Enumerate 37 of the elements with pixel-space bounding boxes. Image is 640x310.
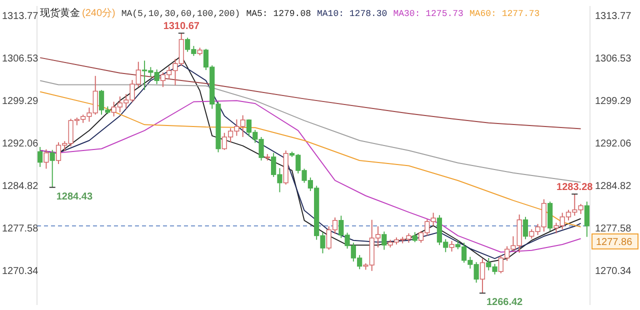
- annotation: 1310.67: [163, 21, 200, 32]
- annotation: 1284.43: [56, 191, 93, 202]
- y-tick-label: 1284.82: [2, 181, 39, 192]
- candlestick: [522, 216, 528, 240]
- candlestick: [584, 201, 590, 238]
- y-tick-label: 1270.34: [2, 266, 39, 278]
- y2-tick-label: 1277.58: [595, 224, 632, 235]
- candlestick: [382, 231, 387, 250]
- ref-line-label: 1277.86: [596, 236, 633, 248]
- line-series: [40, 57, 582, 130]
- y-tick-label: 1277.58: [2, 224, 39, 235]
- line-series: [40, 80, 582, 183]
- annotation: 1266.42: [486, 297, 524, 308]
- text: MA30: 1275.73: [393, 9, 464, 19]
- candlestick: [449, 240, 454, 252]
- y-tick-label: 1299.29: [2, 96, 39, 108]
- text: MA5: 1279.08: [246, 9, 311, 19]
- candlestick: [480, 258, 486, 294]
- annotation: 1283.28: [556, 182, 594, 194]
- legend-title: MA(5,10,30,60,100,200): [121, 9, 240, 19]
- chart-subtitle: (240分): [82, 7, 116, 19]
- y-tick-label: 1313.77: [2, 10, 39, 22]
- y2-tick-label: 1306.53: [595, 54, 632, 65]
- y-tick-label: 1306.53: [2, 54, 39, 65]
- y2-tick-label: 1299.29: [595, 96, 632, 108]
- y2-tick-label: 1292.06: [595, 138, 632, 150]
- chart-title: 现货黄金: [40, 7, 80, 19]
- text: MA10: 1278.30: [317, 9, 388, 19]
- y-tick-label: 1292.06: [2, 138, 39, 150]
- y2-tick-label: 1313.77: [595, 10, 632, 22]
- y2-tick-label: 1270.34: [595, 266, 632, 278]
- candlestick: [412, 232, 418, 243]
- text: MA60: 1277.73: [469, 9, 540, 19]
- candlestick: [44, 148, 49, 170]
- y2-tick-label: 1284.82: [595, 181, 632, 192]
- candlestick: [38, 146, 43, 168]
- candlestick: [50, 149, 55, 188]
